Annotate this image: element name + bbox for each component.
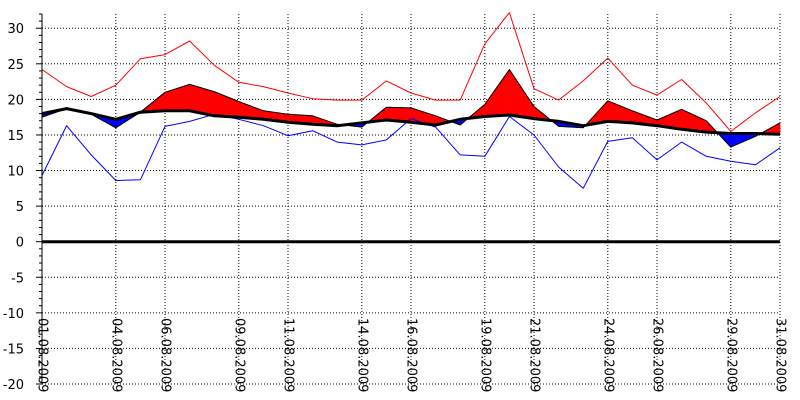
x-tick-labels: 01.08.2009 04.08.2009 06.08.2009 09.08.2009… <box>35 318 788 392</box>
y-tick-label: 15 <box>7 129 24 144</box>
above-normal-fill <box>607 100 633 124</box>
above-normal-fill <box>484 68 510 117</box>
y-tick-label: -10 <box>3 307 24 322</box>
x-tick-label: 26.08.2009 <box>650 318 665 392</box>
min-line <box>41 113 781 189</box>
mean-line <box>41 69 781 148</box>
axes <box>36 13 43 385</box>
y-tick-label: 30 <box>7 22 24 37</box>
x-tick-label: 11.08.2009 <box>281 318 296 392</box>
x-tick-label: 16.08.2009 <box>404 318 419 392</box>
y-tick-label: -20 <box>3 378 24 393</box>
max-line <box>41 12 781 132</box>
above-normal-fill <box>213 91 240 118</box>
x-tick-label: 24.08.2009 <box>600 318 615 392</box>
x-tick-label: 06.08.2009 <box>158 318 173 392</box>
x-tick-label: 29.08.2009 <box>723 318 738 392</box>
x-tick-label: 01.08.2009 <box>35 318 50 392</box>
y-tick-label: 20 <box>7 93 24 108</box>
x-tick-label: 31.08.2009 <box>773 318 788 392</box>
y-tick-label: 10 <box>7 165 24 180</box>
y-tick-label: -5 <box>11 271 24 286</box>
x-tick-label: 14.08.2009 <box>354 318 369 392</box>
normal-line <box>41 107 781 136</box>
x-tick-label: 09.08.2009 <box>231 318 246 392</box>
x-tick-label: 04.08.2009 <box>108 318 123 392</box>
grid <box>42 14 781 385</box>
y-tick-label: 0 <box>16 236 24 251</box>
y-tick-label: 5 <box>16 200 24 215</box>
x-tick-label: 19.08.2009 <box>477 318 492 392</box>
y-tick-labels: -20 -15 -10 -5 0 5 10 15 20 25 30 <box>3 22 24 393</box>
series-lines <box>41 12 781 189</box>
y-tick-label: -15 <box>3 342 24 357</box>
x-tick-label: 21.08.2009 <box>527 318 542 392</box>
y-tick-label: 25 <box>7 58 24 73</box>
